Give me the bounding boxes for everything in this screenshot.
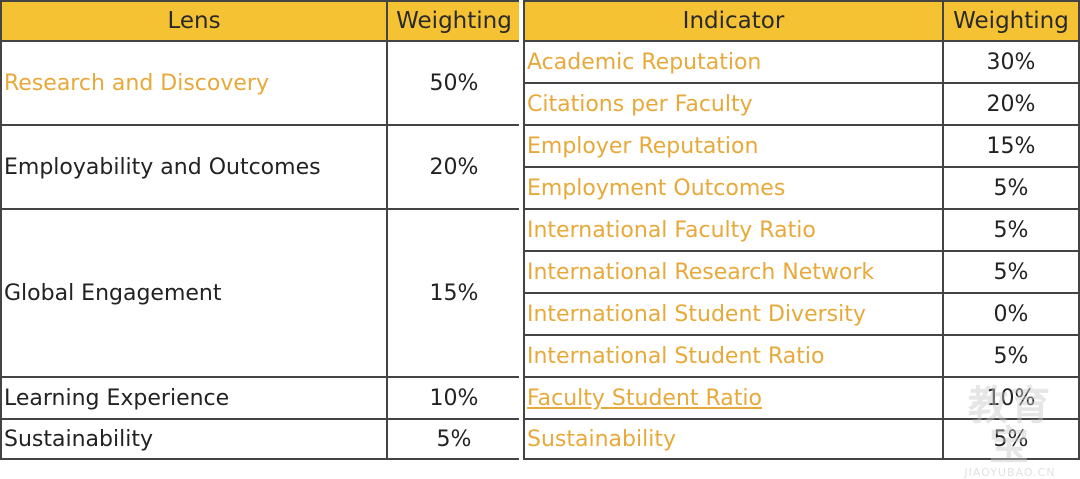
indicator-weighting-employer: 15% bbox=[942, 124, 1080, 168]
lens-weighting-global: 15% bbox=[386, 208, 522, 378]
indicator-weighting-citations: 20% bbox=[942, 82, 1080, 126]
indicator-international-student-ratio: International Student Ratio bbox=[523, 334, 944, 378]
lens-global-engagement: Global Engagement bbox=[0, 208, 388, 378]
watermark-url: JIAOYUBAO.CN bbox=[964, 466, 1056, 479]
lens-weighting-learning: 10% bbox=[386, 376, 522, 420]
lens-employability-outcomes: Employability and Outcomes bbox=[0, 124, 388, 210]
lens-weighting-employability: 20% bbox=[386, 124, 522, 210]
indicator-international-student-diversity: International Student Diversity bbox=[523, 292, 944, 336]
indicator-academic-reputation: Academic Reputation bbox=[523, 40, 944, 84]
indicator-employer-reputation: Employer Reputation bbox=[523, 124, 944, 168]
indicator-weighting-sustainability: 5% bbox=[942, 418, 1080, 460]
lens-weighting-sustainability: 5% bbox=[386, 418, 522, 460]
indicator-weighting-intl-faculty: 5% bbox=[942, 208, 1080, 252]
indicator-weighting-employment: 5% bbox=[942, 166, 1080, 210]
indicator-sustainability: Sustainability bbox=[523, 418, 944, 460]
indicator-weighting-intl-student: 5% bbox=[942, 334, 1080, 378]
indicator-header: Indicator bbox=[523, 0, 944, 42]
indicator-weighting-academic: 30% bbox=[942, 40, 1080, 84]
indicator-international-faculty-ratio: International Faculty Ratio bbox=[523, 208, 944, 252]
indicator-weighting-faculty-student: 10% bbox=[942, 376, 1080, 420]
indicator-faculty-student-ratio-link[interactable]: Faculty Student Ratio bbox=[523, 376, 944, 420]
lens-research-discovery: Research and Discovery bbox=[0, 40, 388, 126]
indicator-employment-outcomes: Employment Outcomes bbox=[523, 166, 944, 210]
indicator-international-research-network: International Research Network bbox=[523, 250, 944, 294]
indicator-citations-per-faculty: Citations per Faculty bbox=[523, 82, 944, 126]
lens-header: Lens bbox=[0, 0, 388, 42]
indicator-weighting-header: Weighting bbox=[942, 0, 1080, 42]
lens-sustainability: Sustainability bbox=[0, 418, 388, 460]
indicator-weighting-intl-diversity: 0% bbox=[942, 292, 1080, 336]
indicator-weighting-intl-research: 5% bbox=[942, 250, 1080, 294]
table-gap bbox=[519, 0, 525, 460]
lens-weighting-header: Weighting bbox=[386, 0, 522, 42]
lens-weighting-research: 50% bbox=[386, 40, 522, 126]
lens-learning-experience: Learning Experience bbox=[0, 376, 388, 420]
lens-indicator-weighting-table: Lens Weighting Research and Discovery 50… bbox=[0, 0, 1080, 460]
